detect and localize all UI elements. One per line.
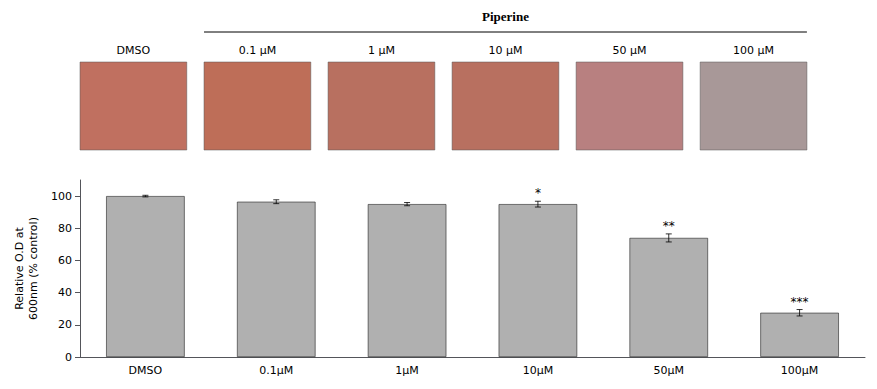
svg-text:DMSO: DMSO (129, 364, 163, 377)
svg-text:100: 100 (51, 190, 72, 203)
svg-text:60: 60 (58, 254, 72, 267)
svg-text:***: *** (791, 295, 809, 309)
svg-text:0.1μM: 0.1μM (259, 364, 293, 377)
svg-text:**: ** (663, 219, 675, 233)
svg-text:100μM: 100μM (781, 364, 819, 377)
svg-text:10μM: 10μM (523, 364, 554, 377)
svg-text:50 μM: 50 μM (613, 44, 647, 57)
svg-text:DMSO: DMSO (117, 44, 151, 57)
svg-text:50μM: 50μM (654, 364, 685, 377)
svg-text:*: * (535, 186, 541, 200)
svg-text:Relative O.D at: Relative O.D at (13, 227, 26, 310)
svg-text:1μM: 1μM (395, 364, 419, 377)
svg-text:0: 0 (65, 351, 72, 364)
svg-text:1 μM: 1 μM (368, 44, 395, 57)
svg-text:40: 40 (58, 286, 72, 299)
svg-text:600nm (% control): 600nm (% control) (27, 217, 40, 320)
svg-text:100 μM: 100 μM (733, 44, 774, 57)
svg-text:20: 20 (58, 318, 72, 331)
svg-text:80: 80 (58, 222, 72, 235)
svg-text:0.1 μM: 0.1 μM (239, 44, 276, 57)
svg-text:Piperine: Piperine (482, 9, 529, 24)
svg-text:10 μM: 10 μM (488, 44, 522, 57)
